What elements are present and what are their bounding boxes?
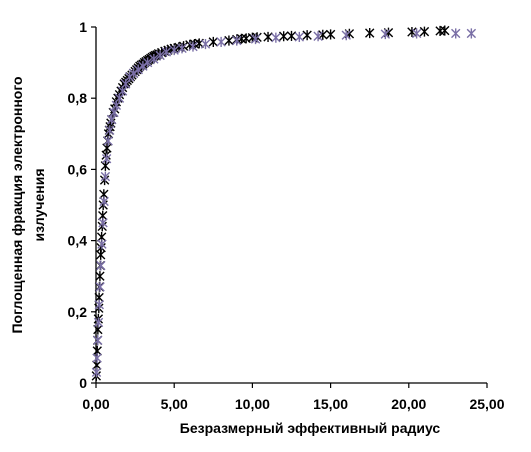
y-axis-title-line-1: Поглощенная фракция электронного [9, 76, 25, 333]
data-point [94, 299, 104, 310]
x-tick-label: 20,00 [391, 396, 426, 412]
y-tick-label: 0,2 [68, 304, 88, 320]
data-point [451, 28, 461, 39]
data-point [325, 29, 336, 40]
data-point [313, 31, 323, 42]
data-point [380, 29, 391, 40]
data-point [365, 28, 375, 39]
data-point [100, 171, 111, 182]
x-tick-label: 25,00 [469, 396, 504, 412]
data-point [98, 217, 108, 228]
data-point [419, 26, 430, 37]
data-point [435, 25, 445, 36]
data-points [91, 25, 477, 381]
data-point [263, 31, 273, 43]
y-tick-label: 0,6 [68, 161, 88, 177]
x-tick-label: 0,00 [82, 396, 109, 412]
data-point [155, 50, 165, 61]
y-tick-label: 0 [79, 375, 87, 391]
data-point [133, 64, 143, 75]
x-tick-label: 10,00 [235, 396, 270, 412]
data-point [440, 25, 450, 36]
data-point [128, 68, 139, 79]
data-point [101, 153, 112, 164]
data-point [216, 36, 226, 47]
data-point [99, 196, 109, 207]
x-tick-label: 5,00 [161, 396, 188, 412]
data-point [271, 32, 281, 43]
data-point [286, 30, 297, 41]
data-point [232, 35, 242, 46]
data-point [250, 34, 261, 45]
data-point [91, 367, 102, 378]
data-point [93, 335, 103, 346]
y-tick-label: 0,4 [68, 233, 88, 249]
data-point [103, 135, 113, 146]
data-point [466, 28, 477, 39]
data-point [411, 28, 422, 39]
tick-labels: 0,00 5,00 10,00 15,00 20,00 25,00 0 0,2 0,4 0,6 0,… [68, 19, 505, 412]
y-tick-label: 0,8 [68, 90, 88, 106]
data-point [95, 281, 105, 292]
y-axis-title-line-2: излучения [31, 168, 47, 241]
data-point [200, 39, 211, 50]
x-tick-label: 15,00 [313, 396, 348, 412]
data-point [105, 125, 115, 136]
data-point [93, 317, 104, 328]
x-axis-title: Безразмерный эффективный радиус [180, 420, 441, 436]
data-point [138, 61, 148, 72]
y-axis-title: Поглощенная фракция электронного излучен… [9, 76, 47, 333]
data-point [169, 45, 179, 56]
data-point [97, 239, 107, 250]
data-point [177, 43, 187, 54]
data-point [92, 353, 102, 364]
data-point [142, 57, 153, 68]
data-point [341, 30, 351, 41]
data-point [188, 41, 198, 52]
axes [91, 26, 488, 388]
data-point [95, 271, 105, 282]
data-point [96, 260, 106, 271]
data-point [161, 46, 172, 57]
data-point [302, 30, 312, 41]
data-point [294, 31, 305, 43]
data-point [208, 36, 218, 47]
data-point [278, 31, 289, 42]
data-point [149, 54, 159, 65]
data-point [224, 35, 234, 46]
y-tick-label: 1 [79, 19, 87, 35]
